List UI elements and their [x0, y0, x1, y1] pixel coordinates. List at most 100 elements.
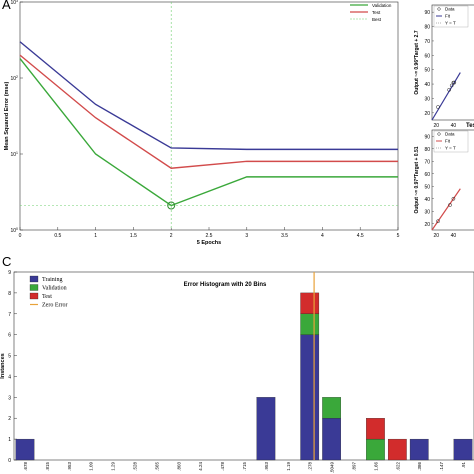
histogram-bar-training [300, 334, 320, 461]
y-axis-label: Mean Squared Error (mse) [4, 81, 10, 150]
y-tick-label: 50 [424, 68, 430, 74]
legend-label: Validation [372, 3, 392, 8]
best-marker [167, 201, 176, 210]
legend-box [433, 5, 469, 28]
panel-label-c: C [2, 254, 11, 269]
x-tick-label: 1.09 [89, 462, 94, 471]
series-line-validation [19, 58, 398, 207]
y-tick-label: 3 [8, 395, 11, 401]
legend-label: Best [372, 17, 382, 22]
x-tick-label: .678 [23, 462, 28, 471]
histogram-bar-training [409, 438, 429, 461]
legend-swatch [29, 284, 39, 291]
y-tick-label: 103 [10, 0, 18, 6]
series-line-train [19, 41, 398, 151]
legend-label: Test [372, 10, 381, 15]
y-tick-label: 30 [424, 209, 430, 215]
regression-top-chart: 20 30 40 50 60 70 80 90 20 40 Output ~= 0.96*Targe… [414, 4, 474, 129]
histogram-bar-training [256, 397, 276, 461]
x-tick-label: .5049 [330, 462, 335, 474]
x-tick-label: 2 [170, 233, 173, 239]
y-tick-label: 101 [10, 151, 18, 158]
data-point [436, 219, 440, 224]
y-tick-label: 30 [424, 96, 430, 102]
plot-area [13, 271, 474, 461]
x-tick-label: 1.5 [130, 233, 137, 239]
y-tick-label: 5 [8, 354, 11, 360]
legend-label: Validation [42, 286, 67, 292]
y-tick-label: 1 [8, 437, 11, 443]
legend-label: Y = T [445, 21, 456, 26]
y-tick-label: 100 [10, 227, 18, 234]
histogram-bar-training [322, 418, 341, 461]
histogram-bar-test [387, 438, 407, 461]
y-axis-label: Output ~= 0.97*Target + 0.51 [414, 146, 420, 213]
x-tick-label: 3.5 [281, 233, 288, 239]
x-tick-label: .147 [439, 462, 444, 471]
legend-box [433, 130, 469, 153]
x-tick-label: 0.5 [54, 233, 61, 239]
data-point [436, 105, 440, 109]
regression-test-chart: 20 30 40 50 60 70 80 90 20 40 Output ~= 0.97*Targe… [414, 123, 474, 239]
x-tick-label: .803 [176, 462, 181, 471]
y-tick-label: 0 [8, 458, 11, 464]
y-tick-label: 2 [8, 416, 11, 422]
histogram-bar-training [453, 438, 473, 461]
y-axis-label: Output ~= 0.96*Target + 2.7 [414, 30, 420, 94]
x-tick-label: 20 [434, 233, 440, 239]
x-tick-label: 3 [245, 233, 248, 239]
x-tick-label: .815 [45, 462, 50, 471]
x-tick-label: 4.24 [198, 462, 203, 471]
y-tick-label: 70 [424, 39, 430, 45]
x-tick-label: 1 [94, 233, 97, 239]
x-tick-label: 0 [19, 233, 22, 239]
y-tick-label: 7 [8, 312, 11, 318]
data-point [449, 83, 454, 88]
x-tick-label: .528 [132, 462, 137, 471]
x-tick-label: .278 [308, 462, 313, 471]
y-tick-label: 80 [424, 147, 430, 153]
legend-swatch [29, 275, 39, 283]
data-point [452, 80, 457, 85]
x-tick-label: 4 [321, 233, 324, 239]
x-axis-label: 5 Epochs [197, 240, 221, 246]
x-tick-label: 1.66 [373, 462, 378, 471]
legend-label: Fit [445, 14, 451, 19]
histogram-bar-validation [300, 313, 320, 335]
x-tick-label: 5 [397, 233, 400, 239]
legend-label: Training [42, 277, 62, 283]
histogram-bar-test [300, 292, 320, 314]
x-tick-label: 1.19 [286, 462, 291, 471]
x-tick-label: 1.29 [111, 462, 116, 471]
legend-label: Zero Error [42, 303, 68, 309]
fit-line [431, 188, 461, 231]
data-point [448, 203, 452, 207]
legend-marker [437, 7, 441, 11]
legend-label: Data [445, 132, 455, 137]
y-tick-label: 50 [424, 184, 430, 190]
histogram-bar-training [15, 438, 35, 461]
y-tick-label: 70 [424, 159, 430, 165]
error-histogram-chart: 0 1 2 3 4 5 6 7 8 9 Instances Error Histogram with … [0, 270, 474, 473]
legend-label: Test [42, 294, 52, 300]
x-tick-label: .953 [67, 462, 72, 471]
y-tick-label: 102 [10, 75, 18, 82]
legend-label: Data [445, 7, 455, 12]
x-tick-label: 40 [451, 123, 457, 129]
y-tick-label: 90 [424, 134, 430, 140]
series-line-test [19, 54, 398, 169]
x-tick-label: 2.5 [206, 233, 213, 239]
legend-label: Y = T [445, 146, 456, 151]
data-point [447, 87, 451, 92]
legend-label: Fit [445, 139, 451, 144]
x-tick-label: .565 [154, 462, 159, 471]
y-tick-label: 4 [8, 374, 11, 380]
chart-title: Error Histogram with 20 Bins [184, 282, 267, 288]
x-tick-label: 20 [434, 123, 440, 129]
performance-chart: 0 0.5 1 1.5 2 2.5 3 3.5 4 4.5 5 100 101 102 103 5 Epoch… [4, 0, 400, 246]
x-tick-label: .953 [264, 462, 269, 471]
histogram-bar-test [366, 418, 385, 440]
y-tick-label: 60 [424, 53, 430, 59]
y-tick-label: 90 [424, 10, 430, 16]
